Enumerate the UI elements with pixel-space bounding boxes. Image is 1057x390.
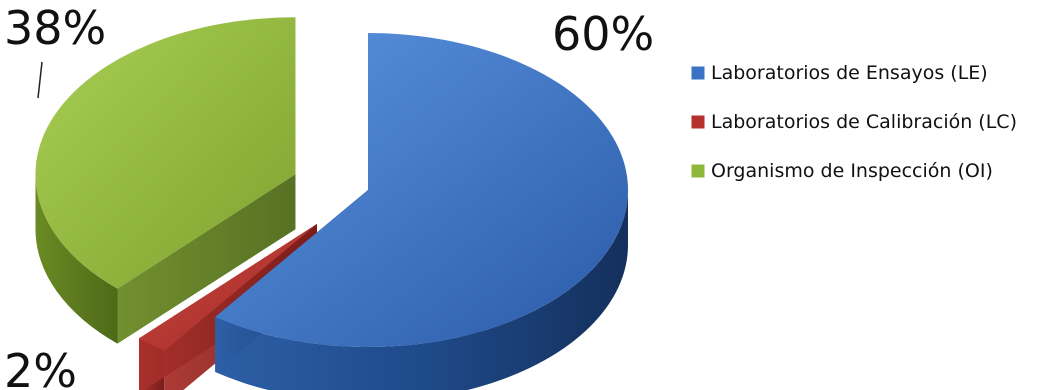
data-label-2: 38% bbox=[4, 1, 106, 55]
legend-swatch-2 bbox=[690, 163, 706, 179]
legend-item-1: Laboratorios de Calibración (LC) bbox=[690, 111, 1017, 133]
data-label-0: 60% bbox=[552, 7, 654, 61]
pie-slice-face-2-0 bbox=[117, 174, 296, 344]
pie-data-labels: 60% 2% 38% bbox=[4, 1, 654, 390]
data-label-1: 2% bbox=[4, 344, 77, 390]
legend-label-2: Organismo de Inspección (OI) bbox=[711, 160, 993, 182]
legend-swatch-0 bbox=[690, 65, 706, 81]
legend-label-1: Laboratorios de Calibración (LC) bbox=[711, 111, 1017, 133]
legend: Laboratorios de Ensayos (LE) Laboratorios… bbox=[690, 62, 1017, 182]
legend-swatch-1 bbox=[690, 114, 706, 130]
pie-slices bbox=[35, 17, 628, 390]
legend-item-0: Laboratorios de Ensayos (LE) bbox=[690, 62, 988, 84]
pie-slice-side-2 bbox=[35, 174, 118, 344]
legend-item-2: Organismo de Inspección (OI) bbox=[690, 160, 993, 182]
pie-slice-top-2 bbox=[35, 17, 296, 289]
pie-slice-2 bbox=[35, 17, 296, 344]
legend-label-0: Laboratorios de Ensayos (LE) bbox=[711, 62, 988, 84]
pie-slice-top-1 bbox=[139, 223, 318, 351]
pie-slice-0 bbox=[215, 33, 628, 390]
pie-slice-top-0 bbox=[215, 33, 628, 347]
pie-slice-side-0 bbox=[215, 190, 628, 390]
leader-line bbox=[37, 61, 43, 99]
